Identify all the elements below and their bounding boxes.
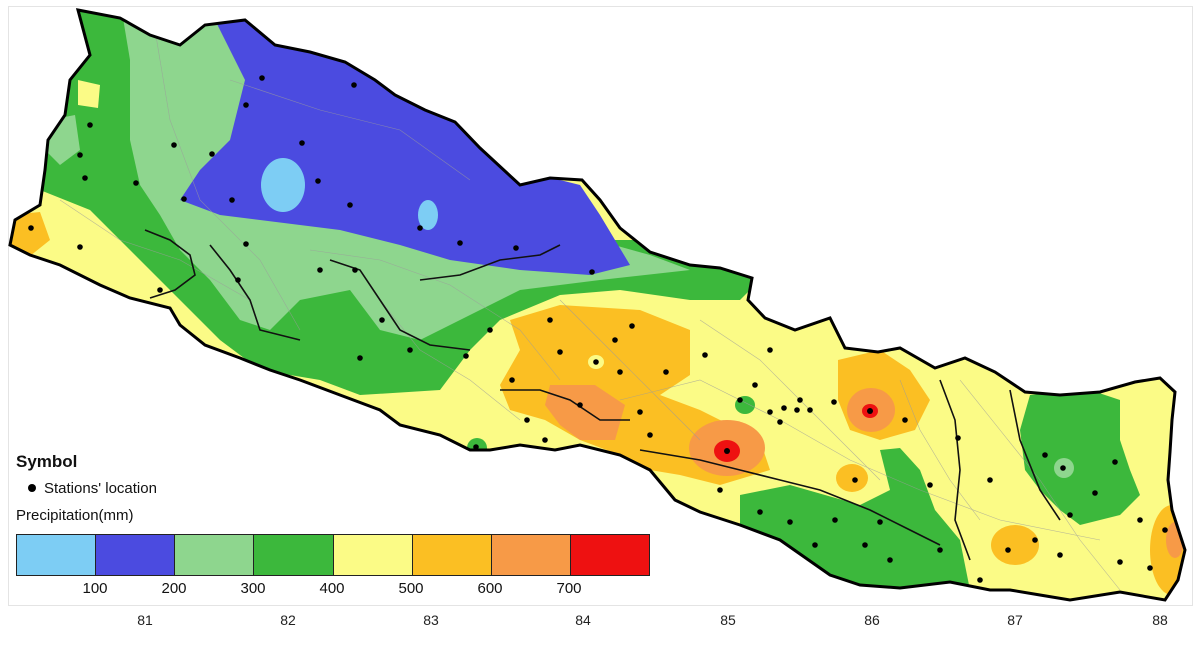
legend-break-label: 100 (82, 580, 108, 597)
legend-swatch (17, 535, 97, 575)
zone-400-500-nw (78, 80, 100, 108)
zone-0-100-b (418, 200, 438, 230)
legend-swatch (491, 535, 571, 575)
legend-title: Symbol (16, 452, 78, 471)
longitude-tick: 86 (864, 612, 880, 628)
legend-stations-label: Stations' location (44, 480, 157, 497)
station-dot-icon (28, 484, 36, 492)
legend-break-label: 300 (240, 580, 266, 597)
legend-break-label: 200 (161, 580, 187, 597)
zone-500-600-w (10, 212, 50, 256)
zone-500-600-d (836, 464, 868, 492)
legend-swatch (254, 535, 334, 575)
zone-300-400-east (1020, 390, 1140, 525)
longitude-tick: 84 (575, 612, 591, 628)
zone-0-100 (261, 158, 305, 212)
longitude-tick: 83 (423, 612, 439, 628)
longitude-tick: 87 (1007, 612, 1023, 628)
legend-stations: Stations' location (28, 480, 157, 497)
map-frame (8, 6, 1193, 606)
legend-break-label: 700 (556, 580, 582, 597)
legend-precip-label: Precipitation(mm) (16, 507, 134, 524)
longitude-tick: 85 (720, 612, 736, 628)
legend-swatch (175, 535, 255, 575)
legend-swatch (96, 535, 176, 575)
zone-500-600-e (991, 525, 1039, 565)
longitude-tick: 82 (280, 612, 296, 628)
longitude-tick: 81 (137, 612, 153, 628)
legend-break-label: 400 (319, 580, 345, 597)
legend-break-label: 500 (398, 580, 424, 597)
legend-swatch (412, 535, 492, 575)
legend-break-label: 600 (477, 580, 503, 597)
station-markers (28, 75, 1168, 583)
longitude-tick: 88 (1152, 612, 1168, 628)
legend-swatch (333, 535, 413, 575)
legend-swatch (570, 535, 649, 575)
legend-color-scale (16, 534, 650, 576)
